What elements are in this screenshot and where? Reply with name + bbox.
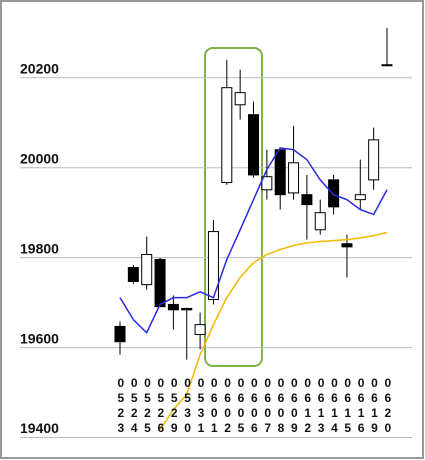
x-tick-label: 0619 (367, 376, 381, 436)
candle-body (114, 325, 126, 343)
moving-average-line (119, 147, 388, 335)
candle-body (314, 212, 326, 231)
plot-area (20, 27, 412, 439)
candle-body (167, 303, 179, 311)
x-tick-label: 0531 (194, 376, 208, 436)
candle-body (181, 307, 193, 311)
candle-body (207, 231, 219, 300)
x-tick-label: 0530 (181, 376, 195, 436)
x-tick-label: 0523 (114, 376, 128, 436)
highlight-box (204, 47, 263, 367)
candle-body (221, 87, 233, 184)
candle-body (301, 194, 313, 206)
candle-body (288, 162, 300, 194)
x-tick-label: 0524 (127, 376, 141, 436)
candle-body (368, 139, 380, 181)
x-tick-label: 0620 (381, 376, 395, 436)
x-tick-label: 0613 (314, 376, 328, 436)
x-tick-label: 0525 (141, 376, 155, 436)
candle-body (234, 92, 246, 106)
x-tick-label: 0615 (341, 376, 355, 436)
x-tick-label: 0612 (301, 376, 315, 436)
candle-body (274, 149, 286, 196)
x-tick-label: 0608 (274, 376, 288, 436)
candle-body (341, 243, 353, 248)
candle-body (328, 179, 340, 208)
candle-body (141, 254, 153, 286)
y-tick-label: 19800 (20, 240, 59, 256)
x-tick-label: 0606 (247, 376, 261, 436)
y-tick-label: 20200 (20, 60, 59, 76)
candle-body (154, 258, 166, 308)
x-tick-label: 0602 (221, 376, 235, 436)
x-tick-label: 0607 (261, 376, 275, 436)
candle-body (248, 114, 259, 176)
x-tick-label: 0605 (234, 376, 248, 436)
candle-body (354, 194, 366, 201)
y-tick-label: 19600 (20, 330, 59, 346)
moving-average-line (159, 231, 388, 430)
x-tick-label: 0616 (354, 376, 368, 436)
x-tick-label: 0609 (287, 376, 301, 436)
candle-body (381, 64, 393, 67)
y-tick-label: 19400 (20, 420, 59, 436)
y-tick-label: 20000 (20, 150, 59, 166)
x-tick-label: 0614 (327, 376, 341, 436)
candle-body (194, 324, 206, 336)
x-tick-label: 0526 (154, 376, 168, 436)
candle-body (127, 267, 139, 282)
x-tick-label: 0529 (167, 376, 181, 436)
x-tick-label: 0601 (207, 376, 221, 436)
candle-body (261, 176, 273, 191)
